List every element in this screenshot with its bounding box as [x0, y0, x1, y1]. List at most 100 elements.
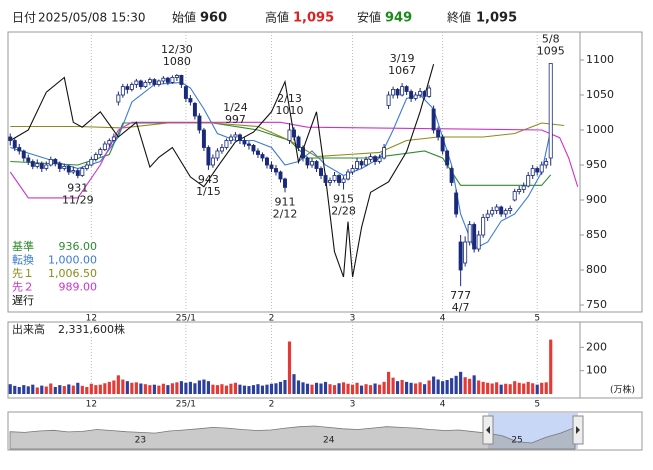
candle-body: [80, 168, 85, 176]
candle-body: [530, 168, 535, 176]
open-label: 始値: [172, 10, 196, 25]
volume-bar: [247, 386, 251, 394]
candle-body: [138, 80, 143, 87]
volume-bar: [400, 380, 404, 394]
volume-bar: [143, 384, 147, 394]
volume-bar: [31, 384, 35, 394]
candle-body: [287, 129, 292, 141]
x-tick-label: 5: [534, 314, 540, 324]
y-tick-label: 750: [586, 298, 607, 311]
candle-body: [296, 136, 301, 148]
volume-bar: [139, 383, 143, 394]
volume-bar: [58, 385, 62, 394]
indicator-line: [9, 121, 579, 199]
volume-bar: [328, 384, 332, 394]
volume-bar: [242, 385, 247, 394]
volume-bar: [188, 381, 192, 394]
candle-body: [129, 84, 134, 90]
y-tick-label: 100: [586, 364, 607, 377]
candle-body: [278, 171, 283, 180]
candle-body: [494, 206, 499, 211]
candle-body: [30, 161, 35, 167]
volume-bar: [544, 382, 548, 394]
candle-body: [337, 175, 342, 183]
legend-label[interactable]: 基準: [12, 239, 34, 253]
candle-body: [431, 108, 436, 131]
volume-bar: [549, 339, 553, 394]
volume-bar: [211, 384, 215, 394]
volume-bar: [197, 380, 201, 394]
candle-body: [332, 175, 337, 181]
volume-total: 2,331,600株: [58, 322, 125, 336]
candle-body: [454, 192, 459, 215]
volume-bar: [414, 383, 418, 394]
legend-label[interactable]: 先１: [12, 267, 34, 280]
candle-body: [503, 210, 508, 215]
volume-label-bg: [9, 323, 134, 337]
candle-body: [179, 75, 184, 85]
volume-unit: (万株): [610, 384, 635, 396]
volume-bar: [301, 382, 305, 394]
candle-body: [233, 134, 238, 138]
navigator-area: [9, 425, 576, 450]
volume-bar: [517, 382, 521, 394]
volume-bar: [98, 384, 102, 394]
candle-body: [62, 165, 67, 169]
volume-bar: [391, 377, 395, 394]
volume-bar: [13, 385, 17, 394]
volume-bar: [71, 385, 75, 394]
volume-bar: [486, 382, 490, 394]
indicator-line: [10, 122, 565, 158]
candle-body: [170, 77, 175, 83]
volume-bar: [220, 384, 224, 394]
candle-body: [476, 234, 481, 250]
volume-bar: [531, 383, 535, 394]
volume-bar: [323, 381, 328, 394]
volume-bar: [468, 378, 472, 394]
indicator-line: [10, 81, 552, 250]
price-panel: [7, 31, 643, 313]
volume-bar: [418, 382, 422, 394]
candle-body: [156, 80, 161, 85]
volume-bar: [346, 383, 350, 394]
candle-body: [418, 91, 423, 96]
volume-bar: [260, 385, 265, 394]
volume-bar: [526, 381, 530, 394]
candle-body: [8, 136, 13, 141]
y-tick-label: 950: [586, 158, 607, 171]
candle-body: [319, 168, 323, 176]
candle-body: [548, 63, 553, 159]
candle-body: [66, 165, 71, 173]
navigator-panel: [7, 411, 643, 451]
legend-label[interactable]: 先２: [12, 281, 34, 294]
volume-bar: [233, 382, 238, 394]
candle-body: [440, 136, 445, 152]
volume-bar: [373, 383, 377, 394]
y-tick-label: 850: [586, 228, 607, 241]
annotation-value: 1080: [163, 55, 191, 68]
volume-bar: [490, 383, 494, 394]
volume-bar: [49, 383, 53, 394]
legend-label[interactable]: 遅行: [12, 294, 34, 307]
volume-bar: [62, 386, 66, 394]
navigator-label: 23: [135, 436, 146, 446]
volume-bar: [224, 385, 229, 394]
volume-bar: [454, 375, 458, 394]
volume-bar: [44, 386, 48, 394]
volume-bar: [53, 387, 57, 394]
volume-bar: [296, 380, 301, 394]
candle-body: [544, 161, 549, 166]
candle-body: [427, 87, 432, 97]
volume-bar: [22, 385, 26, 394]
legend-value: 989.00: [59, 281, 98, 294]
open-value: 960: [200, 11, 227, 26]
candle-body: [192, 103, 197, 117]
overlay: 基準 936.00 転換 1,000.00 先１ 1,006.50 先２ 989.00 遅行出来…: [9, 239, 584, 445]
candle-body: [346, 171, 351, 180]
legend-label[interactable]: 転換: [12, 254, 34, 267]
volume-bar: [287, 341, 292, 394]
x-tick-label: 25/1: [176, 400, 196, 410]
y-tick-label: 1100: [586, 53, 614, 66]
volume-bar: [513, 381, 517, 394]
